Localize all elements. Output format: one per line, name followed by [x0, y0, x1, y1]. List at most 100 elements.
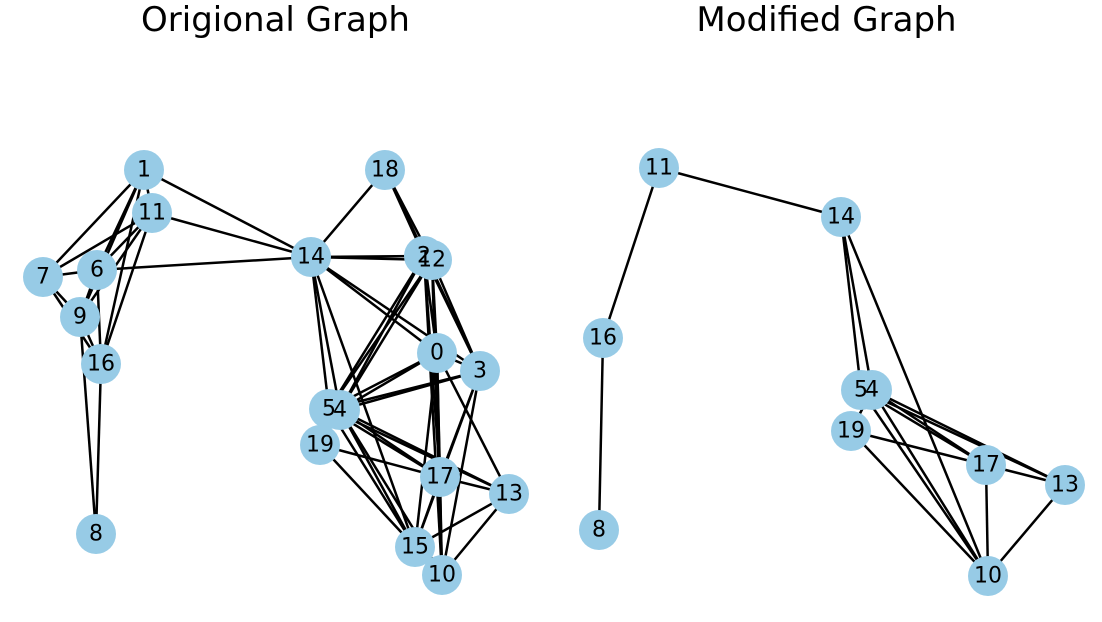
node-label-13: 13	[1051, 473, 1079, 498]
node-label-19: 19	[837, 419, 865, 444]
node-13	[489, 474, 529, 514]
node-label-6: 6	[90, 258, 104, 283]
node-12	[412, 240, 452, 280]
edge-14-5	[309, 256, 331, 410]
node-10	[422, 555, 462, 595]
node-label-10: 10	[974, 564, 1002, 589]
node-label-0: 0	[430, 341, 444, 366]
edge-5-15	[327, 408, 417, 548]
node-label-19: 19	[306, 433, 334, 458]
edge-14-0	[310, 256, 438, 354]
edge-14-15	[309, 256, 417, 548]
edge-4-13	[871, 388, 1066, 487]
edge-1-9	[78, 169, 146, 318]
node-1	[124, 150, 164, 190]
node-label-11: 11	[645, 156, 673, 181]
edge-19-17	[850, 429, 987, 467]
edge-3-10	[440, 370, 482, 576]
node-label-16: 16	[87, 352, 115, 377]
node-label-4: 4	[865, 378, 879, 403]
node-label-4: 4	[333, 398, 347, 423]
node-4	[852, 370, 892, 410]
node-label-5: 5	[322, 397, 336, 422]
edge-4-17	[339, 408, 441, 479]
edge-3-4	[339, 369, 481, 412]
node-7	[23, 257, 63, 297]
node-17	[420, 457, 460, 497]
node-5	[309, 389, 349, 429]
node-label-12: 12	[418, 248, 446, 273]
node-label-15: 15	[401, 535, 429, 560]
edge-16-8	[597, 337, 605, 531]
edge-19-10	[850, 430, 989, 577]
node-14	[291, 237, 331, 277]
node-18	[365, 150, 405, 190]
node-3	[460, 351, 500, 391]
node-19	[300, 425, 340, 465]
node-16	[81, 344, 121, 384]
node-0	[417, 333, 457, 373]
node-label-14: 14	[827, 205, 855, 230]
node-label-18: 18	[371, 158, 399, 183]
edge-14-4	[309, 256, 342, 411]
edge-5-10	[859, 389, 990, 577]
node-label-2: 2	[417, 244, 431, 269]
node-label-9: 9	[73, 305, 87, 330]
edge-14-4	[839, 216, 874, 391]
edge-4-17	[871, 388, 987, 467]
edge-4-10	[870, 389, 990, 577]
node-9	[60, 297, 100, 337]
node-label-11: 11	[138, 201, 166, 226]
node-label-1: 1	[137, 158, 151, 183]
edge-12-4	[338, 259, 434, 411]
edge-19-17	[319, 443, 441, 479]
edge-11-14	[151, 211, 312, 259]
node-label-16: 16	[589, 326, 617, 351]
node-19	[831, 411, 871, 451]
edge-4-13	[339, 408, 510, 496]
node-label-8: 8	[592, 518, 606, 543]
edge-4-15	[338, 409, 417, 548]
node-label-3: 3	[473, 359, 487, 384]
node-label-8: 8	[89, 522, 103, 547]
node-10	[968, 556, 1008, 596]
edge-12-5	[327, 259, 434, 410]
node-label-14: 14	[297, 245, 325, 270]
edge-11-14	[658, 166, 842, 219]
node-label-13: 13	[495, 482, 523, 507]
node-label-17: 17	[972, 453, 1000, 478]
node-6	[77, 250, 117, 290]
edge-1-7	[42, 169, 145, 278]
node-17	[966, 445, 1006, 485]
edge-12-3	[430, 259, 482, 372]
node-label-7: 7	[36, 265, 50, 290]
edge-0-13	[435, 352, 511, 495]
edge-11-7	[42, 211, 153, 279]
node-8	[76, 514, 116, 554]
node-16	[583, 318, 623, 358]
edge-2-5	[327, 255, 426, 410]
node-label-10: 10	[428, 563, 456, 588]
edge-0-15	[413, 352, 439, 548]
edge-9-8	[78, 316, 98, 535]
node-label-5: 5	[854, 378, 868, 403]
node-11	[639, 148, 679, 188]
edge-11-16	[601, 167, 661, 339]
node-8	[579, 510, 619, 550]
edge-2-10	[422, 255, 444, 576]
edge-14-10	[839, 216, 990, 577]
edge-19-15	[319, 444, 416, 548]
node-15	[395, 527, 435, 567]
node-label-17: 17	[426, 465, 454, 490]
node-14	[821, 197, 861, 237]
edge-14-5	[839, 216, 863, 391]
edge-6-14	[96, 255, 312, 272]
original-graph-title: Origional Graph	[141, 0, 410, 40]
edge-16-8	[94, 363, 103, 535]
node-11	[132, 193, 172, 233]
node-13	[1045, 465, 1085, 505]
edge-1-14	[143, 168, 312, 259]
